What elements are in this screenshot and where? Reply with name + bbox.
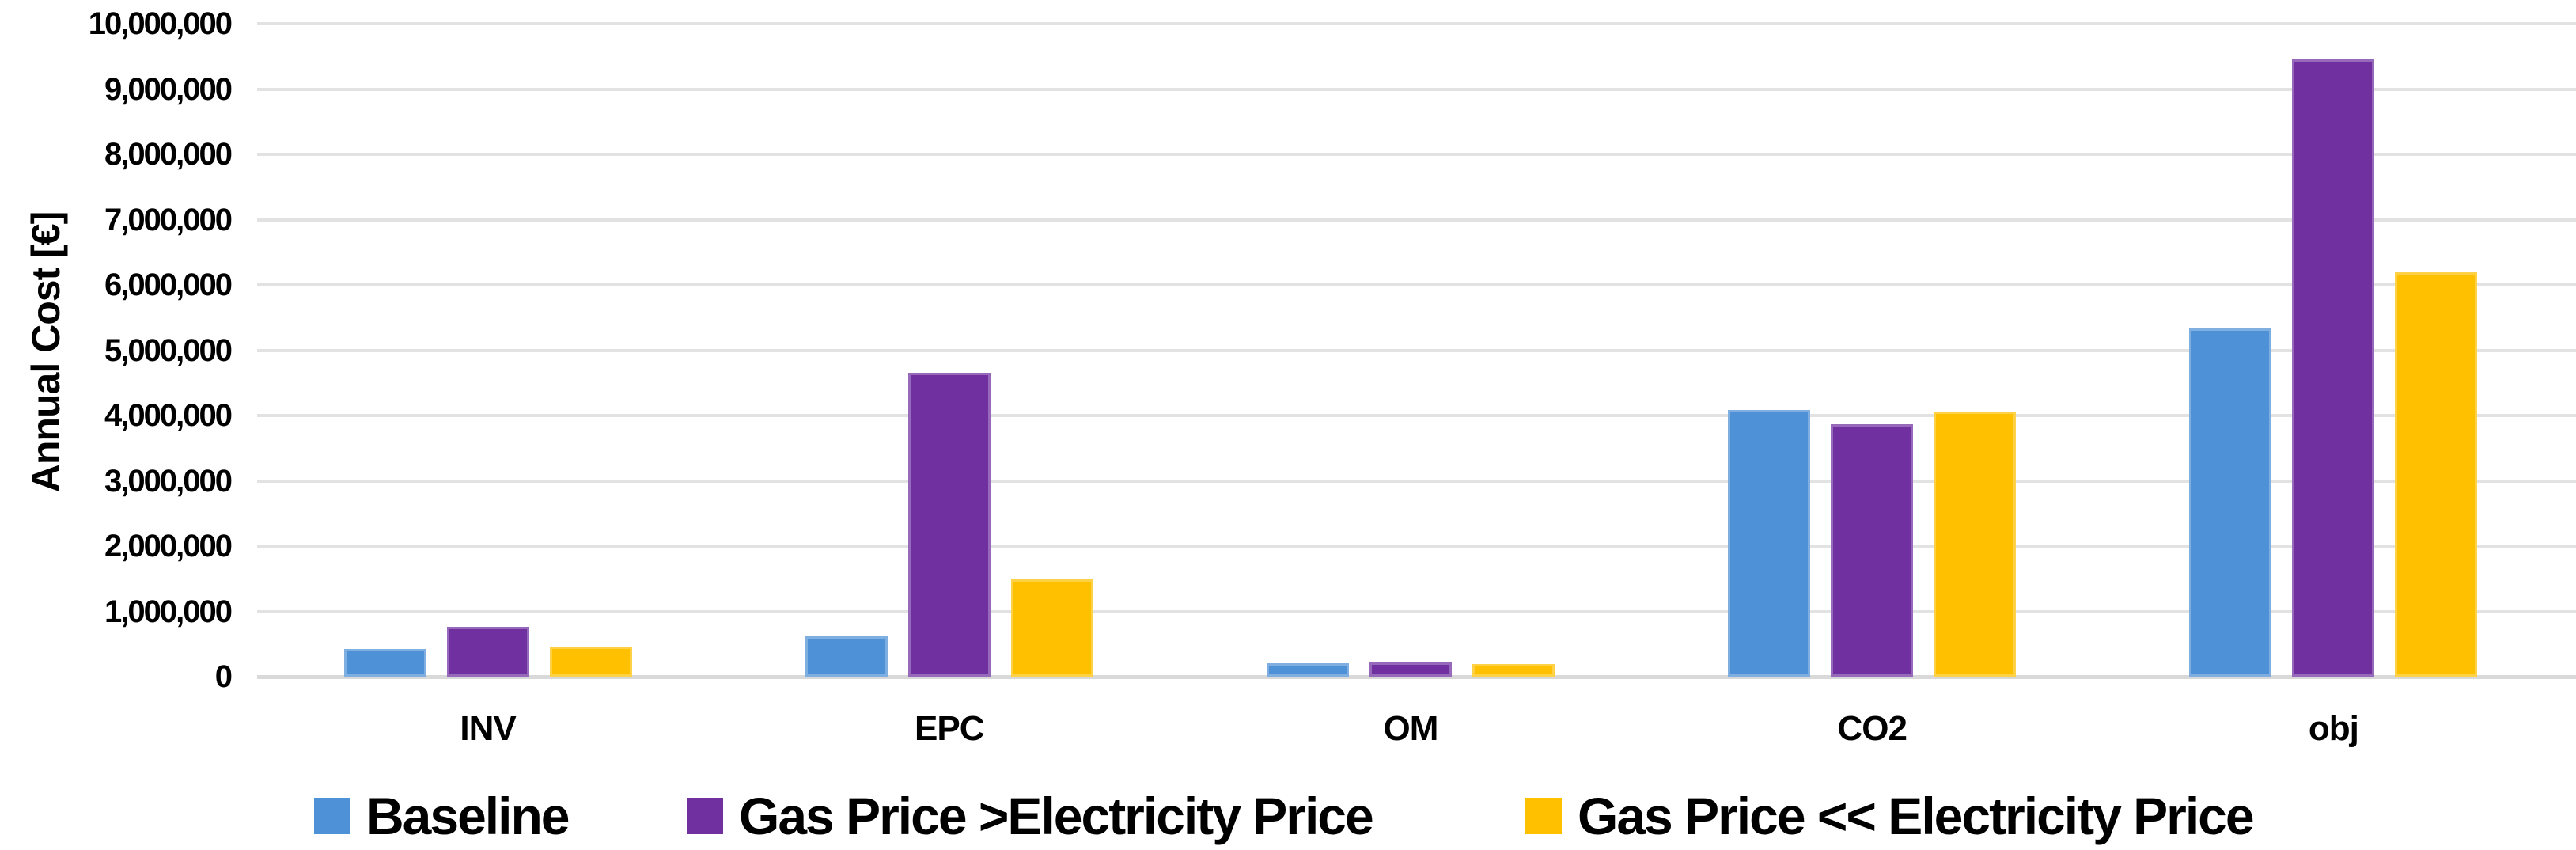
bar-OM-series-3 — [1472, 663, 1555, 677]
legend-item: Gas Price << Electricity Price — [1525, 787, 2255, 845]
gridline — [257, 22, 2576, 25]
y-axis-tick-label: 3,000,000 — [104, 463, 233, 499]
legend-label: Gas Price >Electricity Price — [739, 787, 1374, 845]
y-axis-tick-label: 4,000,000 — [104, 398, 233, 433]
x-axis-line — [257, 675, 2576, 679]
bar-OM-series-1 — [1267, 662, 1349, 677]
bar-CO2-series-3 — [1934, 412, 2017, 677]
legend-swatch — [314, 798, 350, 834]
category-label-EPC: EPC — [915, 709, 984, 748]
bar-INV-series-1 — [343, 648, 426, 677]
y-axis-tick-label: 10,000,000 — [88, 6, 233, 41]
legend-swatch — [1525, 798, 1562, 834]
legend-item: Gas Price >Electricity Price — [687, 787, 1374, 845]
bar-obj-series-1 — [2189, 328, 2272, 677]
bar-CO2-series-1 — [1728, 410, 1811, 677]
legend-item: Baseline — [314, 787, 570, 845]
y-axis-tick-label: 6,000,000 — [104, 268, 233, 302]
gridline — [257, 283, 2576, 286]
y-axis-tick-label: 8,000,000 — [104, 137, 233, 172]
y-axis-tick-label: 9,000,000 — [104, 71, 233, 107]
bar-obj-series-2 — [2292, 59, 2375, 677]
y-axis-tick-label: 1,000,000 — [104, 594, 233, 629]
gridline — [257, 609, 2576, 613]
category-label-INV: INV — [460, 709, 516, 748]
gridline — [257, 218, 2576, 222]
legend-label: Gas Price << Electricity Price — [1578, 787, 2255, 845]
gridline — [257, 545, 2576, 548]
y-axis-tick-label: 5,000,000 — [104, 332, 233, 368]
gridline — [257, 348, 2576, 352]
category-label-OM: OM — [1383, 709, 1439, 748]
category-label-obj: obj — [2308, 709, 2359, 748]
bar-obj-series-3 — [2395, 271, 2478, 677]
gridline — [257, 414, 2576, 417]
bar-OM-series-2 — [1369, 662, 1452, 677]
y-axis-tick-label: 2,000,000 — [104, 529, 233, 564]
category-label-CO2: CO2 — [1837, 709, 1907, 748]
bar-EPC-series-2 — [907, 373, 991, 677]
y-axis-tick-label: 7,000,000 — [104, 202, 233, 237]
legend-swatch — [687, 798, 723, 834]
y-axis-tick-label: 0 — [214, 659, 233, 694]
bar-EPC-series-1 — [805, 636, 888, 677]
gridline — [257, 87, 2576, 91]
bar-EPC-series-3 — [1010, 579, 1093, 677]
gridline — [257, 153, 2576, 156]
bar-INV-series-2 — [446, 627, 529, 677]
gridline — [257, 479, 2576, 483]
legend-label: Baseline — [366, 787, 570, 845]
bar-CO2-series-2 — [1831, 423, 1914, 677]
bar-INV-series-3 — [549, 647, 632, 677]
